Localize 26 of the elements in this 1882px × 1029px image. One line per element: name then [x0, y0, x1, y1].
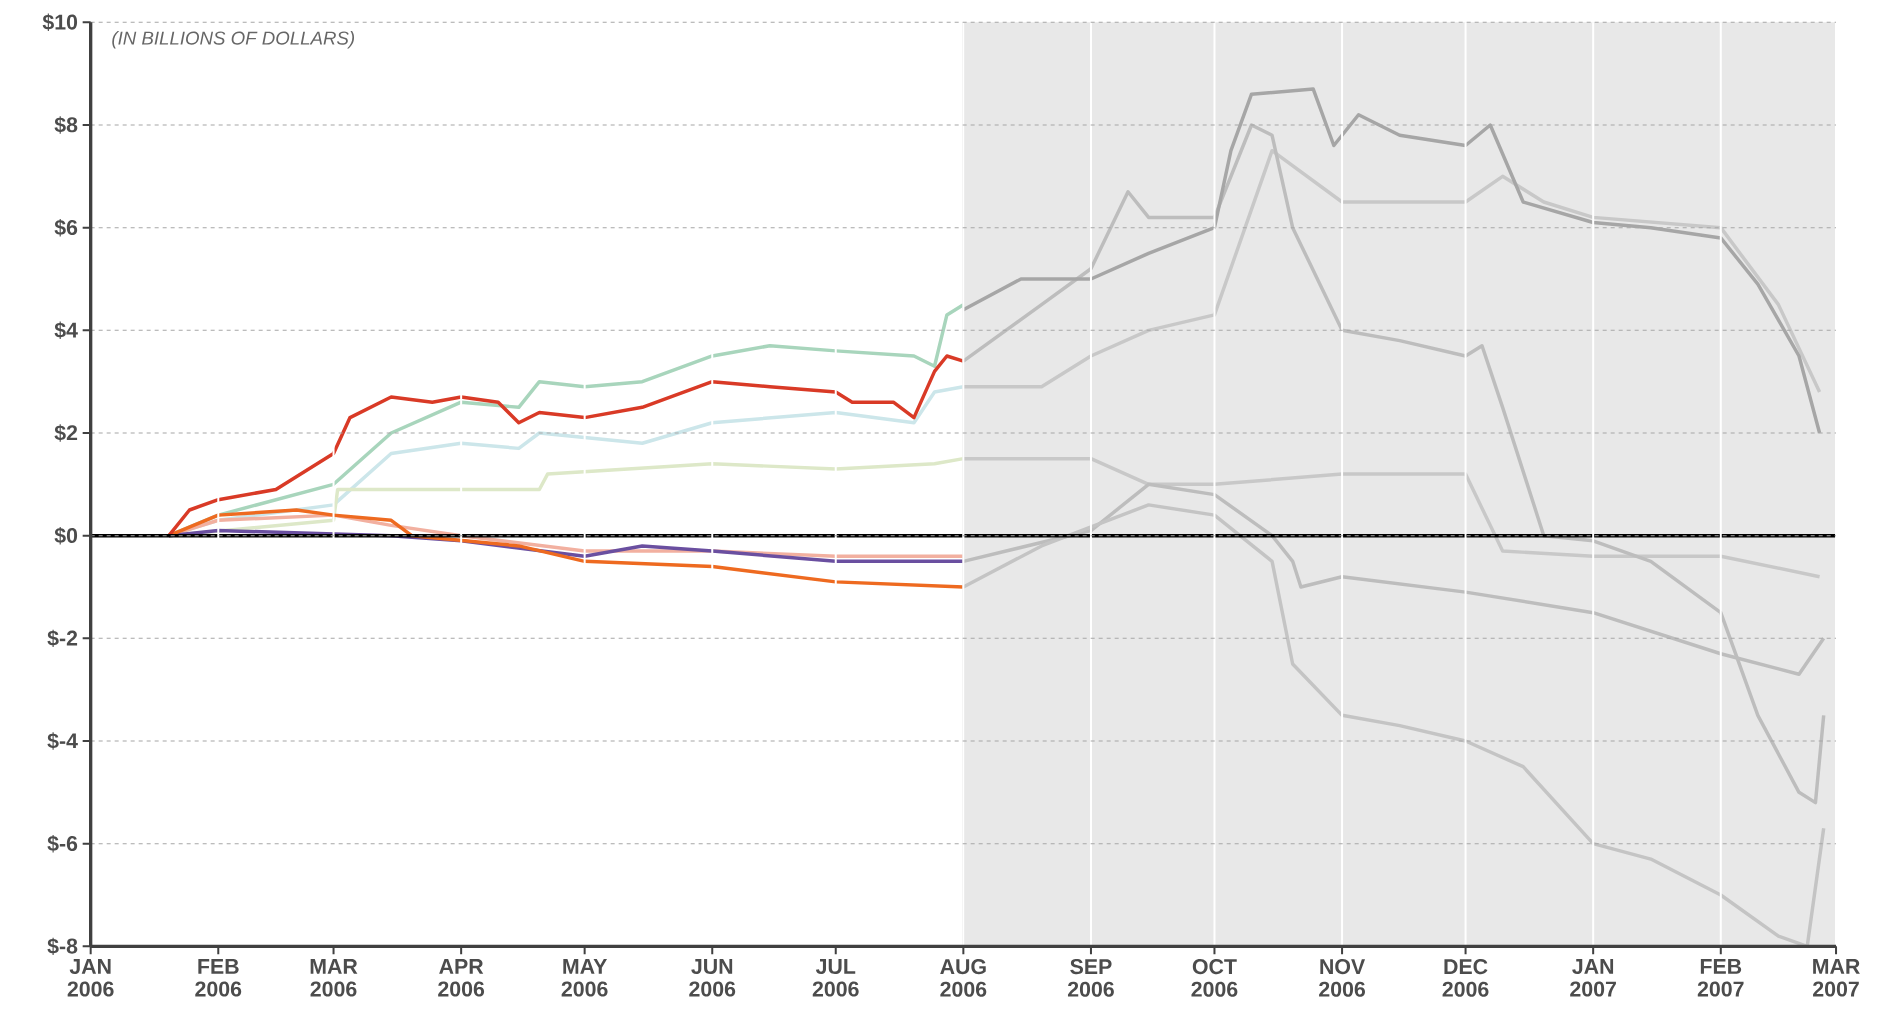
x-tick-label: FEB 2006	[195, 959, 242, 997]
y-tick-label: $-6	[47, 834, 78, 853]
x-tick-label: OCT 2006	[1191, 959, 1238, 997]
x-tick-label: JUL 2006	[812, 959, 859, 997]
x-tick-label: JUN 2006	[689, 959, 736, 997]
x-tick-label: SEP 2006	[1067, 959, 1114, 997]
y-tick-label: $-2	[47, 629, 78, 648]
y-tick-label: $2	[54, 424, 78, 442]
x-tick-label: APR 2006	[438, 959, 485, 997]
x-tick-label: DEC 2006	[1442, 959, 1489, 997]
y-tick-label: $0	[54, 526, 78, 545]
y-tick-label: $10	[42, 13, 78, 32]
x-tick-label: MAR 2006	[310, 959, 358, 997]
x-tick-label: MAR 2007	[1813, 959, 1860, 997]
y-tick-label: $8	[54, 116, 78, 134]
x-tick-label: AUG 2006	[940, 959, 987, 997]
x-tick-label: JAN 2006	[67, 959, 114, 997]
x-tick-label: NOV 2006	[1319, 959, 1366, 997]
x-tick-label: JAN 2007	[1570, 959, 1616, 997]
y-tick-label: $-8	[47, 937, 78, 956]
y-tick-label: $-4	[47, 732, 78, 750]
y-tick-label: $6	[54, 218, 78, 237]
annotation: (IN BILLIONS OF DOLLARS)	[112, 31, 355, 49]
x-tick-label: MAY 2006	[561, 959, 608, 997]
y-tick-label: $4	[54, 321, 78, 340]
x-tick-label: FEB 2007	[1697, 959, 1744, 997]
